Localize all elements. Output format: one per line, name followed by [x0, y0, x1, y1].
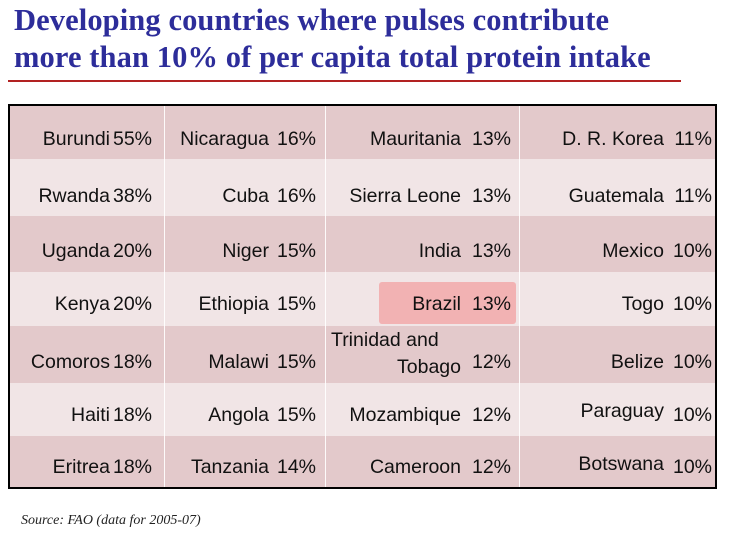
protein-share: 18%	[112, 456, 152, 478]
table-cell: Haiti 18%	[10, 383, 165, 436]
protein-share: 16%	[276, 128, 316, 150]
protein-share: 15%	[276, 404, 316, 426]
protein-share: 13%	[471, 293, 511, 315]
protein-share: 10%	[672, 240, 712, 262]
protein-share: 10%	[672, 351, 712, 373]
protein-share: 14%	[276, 456, 316, 478]
protein-share: 15%	[276, 240, 316, 262]
table-cell: Kenya 20%	[10, 272, 165, 326]
table-cell: Comoros 18%	[10, 326, 165, 383]
protein-share: 10%	[672, 456, 712, 478]
title-line-2: more than 10% of per capita total protei…	[14, 40, 651, 74]
table-row: Comoros 18% Malawi 15% Trinidad and Tobago 12%…	[10, 326, 715, 383]
table-cell: Trinidad and Tobago 12%	[325, 326, 520, 383]
country-name: Cameroon	[369, 456, 461, 478]
country-name: Botswana	[578, 453, 664, 475]
protein-share: 12%	[471, 404, 511, 426]
table-cell: Burundi 55%	[10, 106, 165, 159]
protein-share: 18%	[112, 351, 152, 373]
table-cell: Eritrea 18%	[10, 436, 165, 487]
country-name: Mexico	[602, 240, 664, 262]
table-cell: Ethiopia 15%	[164, 272, 326, 326]
country-name: Angola	[208, 404, 269, 426]
protein-share: 15%	[276, 293, 316, 315]
title-underline	[8, 80, 681, 82]
table-cell: Uganda 20%	[10, 216, 165, 272]
country-name: Mozambique	[349, 404, 461, 426]
country-name: Haiti	[70, 404, 110, 426]
protein-share: 11%	[674, 185, 712, 207]
country-name: Togo	[621, 293, 664, 315]
country-name: Ethiopia	[198, 293, 269, 315]
table-cell: D. R. Korea 11%	[519, 106, 715, 159]
table-row: Uganda 20% Niger 15% India 13% Mexico 10%	[10, 216, 715, 272]
table-cell: Malawi 15%	[164, 326, 326, 383]
country-name: Malawi	[208, 351, 269, 373]
table-row: Haiti 18% Angola 15% Mozambique 12% Paraguay 10…	[10, 383, 715, 436]
protein-share: 12%	[471, 456, 511, 478]
table-cell: Cameroon 12%	[325, 436, 520, 487]
country-name: Cuba	[222, 185, 269, 207]
country-name: Comoros	[30, 351, 110, 373]
protein-share: 20%	[112, 293, 152, 315]
table-cell: India 13%	[325, 216, 520, 272]
country-name: Belize	[610, 351, 664, 373]
table-cell: Rwanda 38%	[10, 159, 165, 216]
protein-share: 11%	[674, 128, 712, 150]
table-cell: Mauritania 13%	[325, 106, 520, 159]
highlight-box	[379, 282, 516, 324]
table-cell: Nicaragua 16%	[164, 106, 326, 159]
country-name: Mauritania	[369, 128, 461, 150]
protein-share: 13%	[471, 128, 511, 150]
table-cell: Cuba 16%	[164, 159, 326, 216]
table-cell: Angola 15%	[164, 383, 326, 436]
country-name: India	[418, 240, 461, 262]
table-cell: Sierra Leone 13%	[325, 159, 520, 216]
country-name: Trinidad and Tobago	[331, 329, 461, 378]
protein-share: 38%	[112, 185, 152, 207]
protein-share: 13%	[471, 240, 511, 262]
table-cell: Togo 10%	[519, 272, 715, 326]
country-name: Rwanda	[38, 185, 110, 207]
table-cell: Brazil 13%	[325, 272, 520, 326]
protein-share: 13%	[471, 185, 511, 207]
source-note: Source: FAO (data for 2005-07)	[21, 513, 201, 528]
country-name: Tanzania	[190, 456, 269, 478]
country-name: Eritrea	[52, 456, 110, 478]
table-cell: Guatemala 11%	[519, 159, 715, 216]
table-row: Burundi 55% Nicaragua 16% Mauritania 13% D. R.…	[10, 106, 715, 159]
table-cell: Paraguay 10%	[519, 383, 715, 436]
protein-share: 10%	[672, 404, 712, 426]
country-name: Brazil	[412, 293, 461, 315]
pulses-protein-table: Burundi 55% Nicaragua 16% Mauritania 13% D. R.…	[8, 104, 717, 489]
protein-share: 12%	[471, 351, 511, 373]
table-cell: Belize 10%	[519, 326, 715, 383]
country-name: Niger	[222, 240, 269, 262]
protein-share: 18%	[112, 404, 152, 426]
table-cell: Mozambique 12%	[325, 383, 520, 436]
protein-share: 10%	[672, 293, 712, 315]
protein-share: 55%	[112, 128, 152, 150]
table-cell: Botswana 10%	[519, 436, 715, 487]
table-cell: Tanzania 14%	[164, 436, 326, 487]
country-name: Sierra Leone	[349, 185, 461, 207]
page-title: Developing countries where pulses contri…	[14, 2, 726, 76]
title-line-1: Developing countries where pulses contri…	[14, 3, 610, 37]
table-row: Eritrea 18% Tanzania 14% Cameroon 12% Botswana…	[10, 436, 715, 487]
table-cell: Niger 15%	[164, 216, 326, 272]
protein-share: 16%	[276, 185, 316, 207]
country-name: Guatemala	[568, 185, 664, 207]
country-name: Nicaragua	[180, 128, 269, 150]
table-row: Kenya 20% Ethiopia 15% Brazil 13% Togo 10%	[10, 272, 715, 326]
protein-share: 15%	[276, 351, 316, 373]
table-cell: Mexico 10%	[519, 216, 715, 272]
table-row: Rwanda 38% Cuba 16% Sierra Leone 13% Guatemala…	[10, 159, 715, 216]
country-name: D. R. Korea	[562, 128, 664, 150]
country-name: Uganda	[41, 240, 110, 262]
country-name: Paraguay	[580, 400, 664, 422]
country-name: Kenya	[54, 293, 110, 315]
protein-share: 20%	[112, 240, 152, 262]
country-name: Burundi	[42, 128, 110, 150]
